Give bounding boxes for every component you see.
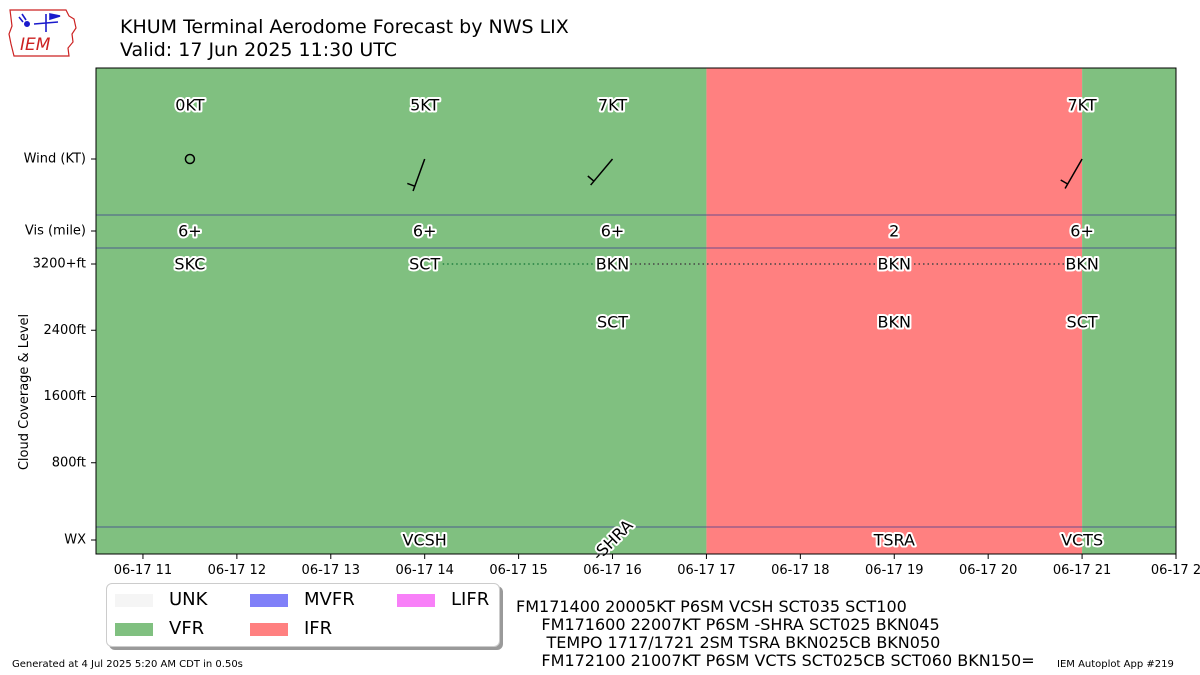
y-tick-label: 3200+ft (33, 257, 86, 272)
category-band-ifr (706, 68, 1083, 554)
y-tick-label: WX (64, 533, 86, 548)
y-tick-label: Wind (KT) (24, 152, 86, 167)
y-tick-label: 1600ft (43, 389, 86, 404)
taf-line: FM171600 22007KT P6SM -SHRA SCT025 BKN04… (516, 615, 940, 634)
cloud-cover-label: SCT (409, 255, 440, 274)
legend: UNK VFR MVFR IFR LIFR (106, 583, 500, 647)
calm-wind-circle (184, 153, 196, 165)
x-tick-label: 06-17 20 (959, 563, 1017, 578)
cloud-cover-label: BKN (596, 255, 629, 274)
x-tick-label: 06-17 21 (1053, 563, 1111, 578)
legend-item-mvfr: MVFR (250, 589, 355, 610)
generated-timestamp: Generated at 4 Jul 2025 5:20 AM CDT in 0… (12, 659, 243, 670)
raw-taf-text: FM171400 20005KT P6SM VCSH SCT035 SCT100… (516, 598, 1035, 670)
legend-swatch-lifr (397, 593, 435, 607)
wind-speed-label: 5KT (410, 96, 439, 115)
wind-speed-label: 0KT (175, 96, 204, 115)
iem-logo: IEM (8, 9, 77, 57)
cloud-cover-label: BKN (1065, 255, 1098, 274)
legend-swatch-unk (115, 593, 153, 607)
wind-speed-label: 7KT (1067, 96, 1096, 115)
x-tick-label: 06-17 2 (1151, 563, 1200, 578)
category-band-vfr (96, 68, 707, 554)
chart-title: KHUM Terminal Aerodome Forecast by NWS L… (120, 16, 569, 38)
chart-subtitle: Valid: 17 Jun 2025 11:30 UTC (120, 39, 398, 61)
wind-barb-flag (407, 182, 416, 187)
legend-item-unk: UNK (115, 589, 207, 610)
cloud-cover-label: SKC (174, 255, 205, 274)
visibility-label: 6+ (413, 222, 437, 241)
x-tick-label: 06-17 17 (677, 563, 735, 578)
x-tick-label: 06-17 13 (302, 563, 360, 578)
x-tick-label: 06-17 19 (865, 563, 923, 578)
cloud-cover-label: BKN (878, 312, 911, 331)
taf-line: FM172100 21007KT P6SM VCTS SCT025CB SCT0… (516, 651, 1035, 670)
y-tick-label: 2400ft (43, 323, 86, 338)
y-axis: Wind (KT) Vis (mile) 3200+ft 2400ft 1600ft 80… (24, 152, 96, 548)
x-tick-label: 06-17 16 (583, 563, 641, 578)
logo-text: IEM (20, 35, 51, 55)
visibility-label: 6+ (601, 222, 625, 241)
weather-label: TSRA (873, 531, 915, 550)
weather-label: VCTS (1061, 531, 1103, 550)
x-tick-label: 06-17 12 (208, 563, 266, 578)
visibility-label: 6+ (178, 222, 202, 241)
y-axis-label: Cloud Coverage & Level (17, 314, 32, 470)
y-tick-label: Vis (mile) (25, 224, 86, 239)
weather-station-icon (18, 13, 61, 32)
x-tick-label: 06-17 11 (114, 563, 172, 578)
y-tick-label: 800ft (52, 455, 86, 470)
legend-swatch-mvfr (250, 593, 288, 607)
cloud-cover-label: SCT (597, 312, 628, 331)
wind-speed-label: 7KT (598, 96, 627, 115)
legend-item-lifr: LIFR (397, 589, 489, 610)
visibility-label: 6+ (1070, 222, 1094, 241)
legend-item-ifr: IFR (250, 618, 332, 639)
app-credit: IEM Autoplot App #219 (1057, 659, 1174, 670)
wind-barb-flag (587, 175, 595, 182)
plot-frame (95, 67, 1177, 555)
x-tick-label: 06-17 14 (395, 563, 453, 578)
taf-line: FM171400 20005KT P6SM VCSH SCT035 SCT100 (516, 597, 907, 616)
legend-swatch-ifr (250, 622, 288, 636)
wind-barbs (184, 153, 1083, 192)
row-separators (96, 214, 1176, 528)
legend-item-vfr: VFR (115, 618, 204, 639)
x-axis: 06-17 11 06-17 12 06-17 13 06-17 14 06-17 15… (114, 554, 1200, 578)
weather-label: VCSH (403, 531, 447, 550)
category-band-vfr (1082, 68, 1176, 554)
wind-barb-flag (1060, 179, 1069, 185)
legend-swatch-vfr (115, 622, 153, 636)
taf-line: TEMPO 1717/1721 2SM TSRA BKN025CB BKN050 (516, 633, 941, 652)
cloud-cover-label: BKN (878, 255, 911, 274)
x-tick-label: 06-17 15 (489, 563, 547, 578)
visibility-label: 2 (889, 222, 899, 241)
cloud-cover-label: SCT (1067, 312, 1098, 331)
flight-category-bands (96, 68, 1176, 554)
x-tick-label: 06-17 18 (771, 563, 829, 578)
